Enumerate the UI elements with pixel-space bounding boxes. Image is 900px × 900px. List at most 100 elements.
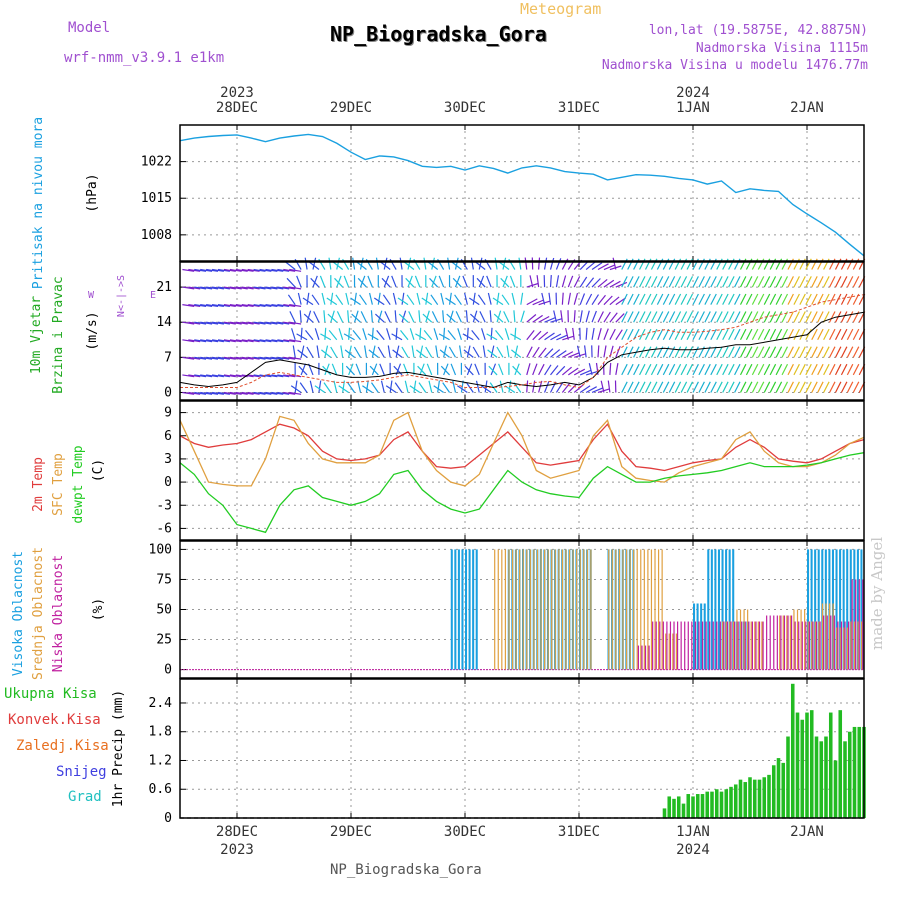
wind-barb xyxy=(686,381,694,393)
wind-barb xyxy=(769,311,777,323)
wind-barb xyxy=(639,328,646,341)
wind-barb xyxy=(644,381,652,393)
wind-barb xyxy=(514,327,517,340)
wind-barb xyxy=(609,296,620,306)
wind-barb xyxy=(621,381,628,393)
wind-barb xyxy=(692,363,699,376)
wind-barb xyxy=(229,339,242,343)
wind-barb xyxy=(472,292,476,305)
wind-barb xyxy=(389,380,393,393)
wind-barb xyxy=(194,268,207,272)
wind-barb xyxy=(650,293,658,305)
wind-barb xyxy=(656,311,664,323)
wind-barb xyxy=(345,292,350,305)
wind-barb xyxy=(787,311,794,323)
wind-barb xyxy=(462,333,474,341)
wind-barb xyxy=(728,311,735,323)
wind-barb xyxy=(353,310,359,323)
cloud-bar xyxy=(807,549,810,670)
wind-barb xyxy=(751,346,759,358)
wind-barb xyxy=(504,328,510,340)
wind-barb xyxy=(472,346,480,358)
cloud-bar xyxy=(846,549,849,670)
wind-barb xyxy=(745,346,753,358)
cloud-bar xyxy=(696,603,699,670)
wind-barb xyxy=(781,293,789,305)
wind-barb xyxy=(289,356,302,360)
wind-barb xyxy=(532,299,544,306)
wind-barb xyxy=(211,321,224,325)
wind-barb xyxy=(734,381,741,393)
wind-barb xyxy=(840,328,848,341)
wind-barb xyxy=(603,328,609,340)
wind-barb xyxy=(639,293,646,305)
wind-barb xyxy=(462,275,468,288)
wind-barb xyxy=(332,261,344,270)
wind-barb xyxy=(306,346,314,358)
wind-barb xyxy=(514,345,519,358)
wind-barb xyxy=(323,310,326,323)
wind-barb xyxy=(520,310,525,323)
wind-barb xyxy=(375,257,379,270)
wind-barb xyxy=(757,363,765,376)
wind-barb xyxy=(728,328,735,341)
wind-barb xyxy=(811,363,818,376)
wind-barb xyxy=(487,349,498,358)
wind-barb xyxy=(397,297,409,306)
wind-barb xyxy=(716,328,723,341)
wind-barb xyxy=(427,261,439,270)
wind-barb xyxy=(603,295,613,306)
wind-barb xyxy=(321,349,332,358)
wind-barb xyxy=(241,374,254,378)
wind-barb xyxy=(211,391,224,395)
wind-barb xyxy=(247,321,260,325)
wind-barb xyxy=(627,276,634,288)
wind-barb xyxy=(443,345,447,358)
wind-barb xyxy=(541,292,546,305)
wind-barb xyxy=(722,311,729,323)
wind-barb xyxy=(561,292,564,305)
wind-barb xyxy=(330,346,338,358)
wind-barb xyxy=(328,330,338,341)
wind-barb xyxy=(289,339,302,343)
wind-barb xyxy=(188,374,201,378)
precip-bar xyxy=(719,791,724,818)
wind-barb xyxy=(704,363,711,376)
wind-barb xyxy=(817,311,824,323)
wind-barb xyxy=(348,327,351,340)
top-date-label: 29DEC xyxy=(330,100,372,116)
wind-barb xyxy=(321,292,326,305)
wind-barb xyxy=(241,356,254,360)
wind-barb xyxy=(330,292,334,305)
wind-barb xyxy=(621,363,628,376)
wind-barb xyxy=(716,363,723,376)
wind-barb xyxy=(417,365,427,376)
wind-barb xyxy=(445,297,456,306)
footer-station: NP_Biogradska_Gora xyxy=(330,862,482,878)
precip-bar xyxy=(809,710,814,818)
wind-barb xyxy=(182,374,195,378)
wind-barb xyxy=(289,321,302,325)
dewpt-ylabel: dewpt Temp xyxy=(71,445,86,523)
wind-barb xyxy=(425,310,430,323)
wind-barb xyxy=(555,382,564,393)
wind-barb xyxy=(609,280,621,288)
precip-bar xyxy=(729,786,733,818)
wind-barb xyxy=(312,275,318,288)
wind-barb xyxy=(597,311,604,323)
wind-barb xyxy=(607,380,611,393)
wind-barb xyxy=(451,261,462,270)
wind-barb xyxy=(591,278,601,288)
wind-barb xyxy=(579,310,583,323)
wind-barb xyxy=(423,330,433,341)
wind-barb xyxy=(455,311,462,323)
model-label: Model xyxy=(68,20,111,36)
wind-barb xyxy=(265,304,278,307)
wind-barb xyxy=(615,329,623,341)
wind-barb xyxy=(464,365,474,376)
wind-barb xyxy=(615,362,619,376)
wind-barb xyxy=(734,328,741,341)
wind-barb xyxy=(382,294,391,305)
wind-barb xyxy=(536,275,540,288)
bottom-date-label: 29DEC xyxy=(330,824,372,840)
